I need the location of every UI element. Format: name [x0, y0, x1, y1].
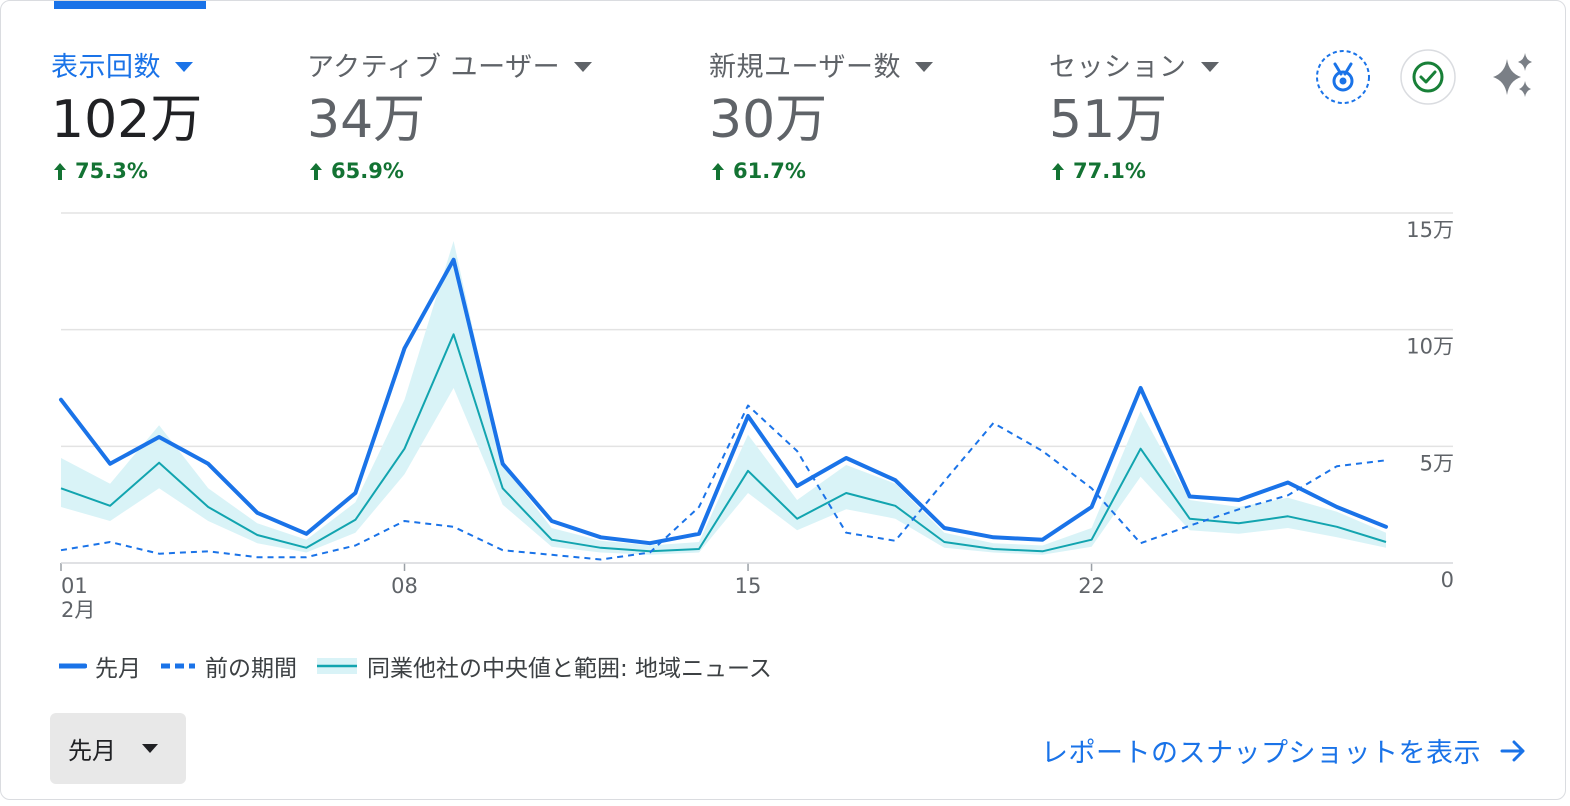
active-tab-indicator: [54, 1, 206, 9]
legend-label: 同業他社の中央値と範囲: 地域ニュース: [367, 656, 772, 682]
metric-label: アクティブ ユーザー: [307, 52, 561, 83]
y-tick-label: 15万: [1406, 218, 1454, 242]
arrow-up-icon: [712, 163, 724, 181]
arrow-up-icon: [310, 163, 322, 181]
report-snapshot-link[interactable]: レポートのスナップショットを表示: [1041, 731, 1527, 770]
legend-item-benchmark: 同業他社の中央値と範囲: 地域ニュース: [317, 649, 772, 683]
metric-selector[interactable]: 表示回数: [51, 45, 202, 84]
x-tick-label: 15: [735, 574, 762, 598]
metric-label: セッション: [1049, 52, 1187, 83]
metric-change-value: 77.1%: [1073, 159, 1146, 184]
benchmark-range-band: [61, 241, 1386, 555]
metric-label: 表示回数: [51, 52, 161, 83]
current-period-line: [59, 257, 1388, 546]
caret-down-icon: [574, 61, 593, 72]
legend-label: 前の期間: [205, 656, 297, 682]
x-tick-label: 22: [1078, 574, 1105, 598]
benchmark-median-line: [60, 333, 1387, 553]
metric-value: 30万: [709, 90, 828, 150]
arrow-up-icon: [1052, 163, 1064, 181]
metric-value: 51万: [1049, 90, 1168, 150]
metric-active-users[interactable]: アクティブ ユーザー 34万 65.9%: [307, 45, 593, 183]
metric-change-value: 61.7%: [733, 159, 806, 184]
band-line-icon: [317, 658, 357, 674]
x-tick-label: 01: [61, 574, 88, 598]
x-tick-sublabel: 2月: [61, 598, 95, 622]
metric-change: 75.3%: [51, 159, 202, 183]
metric-change: 61.7%: [709, 159, 933, 183]
period-select-label: 先月: [68, 737, 116, 765]
period-select[interactable]: 先月: [50, 713, 186, 784]
metric-selector[interactable]: アクティブ ユーザー: [307, 45, 593, 84]
legend-item-previous: 前の期間: [161, 649, 297, 683]
metric-change-value: 65.9%: [331, 159, 404, 184]
arrow-right-icon: [1500, 740, 1525, 761]
metric-change: 65.9%: [307, 159, 592, 183]
y-tick-label: 5万: [1420, 451, 1454, 475]
check-circle-icon[interactable]: [1400, 49, 1456, 105]
caret-down-icon: [175, 61, 193, 72]
caret-down-icon: [142, 744, 158, 753]
legend-item-current: 先月: [59, 649, 141, 683]
x-tick-label: 08: [391, 574, 418, 598]
metric-selector[interactable]: セッション: [1049, 45, 1219, 84]
metric-new-users[interactable]: 新規ユーザー数 30万 61.7%: [709, 45, 933, 183]
metric-value: 102万: [51, 90, 203, 150]
chart-legend: 先月 前の期間 同業他社の中央値と範囲: 地域ニュース: [59, 649, 792, 683]
metric-change-value: 75.3%: [75, 159, 148, 184]
caret-down-icon: [914, 61, 933, 72]
caret-down-icon: [1200, 61, 1219, 72]
previous-period-line: [60, 404, 1387, 561]
metric-sessions[interactable]: セッション 51万 77.1%: [1049, 45, 1219, 183]
metric-label: 新規ユーザー数: [709, 52, 901, 83]
report-link-label: レポートのスナップショットを表示: [1041, 738, 1481, 769]
medal-badge-icon[interactable]: [1315, 49, 1371, 105]
dashed-line-icon: [161, 663, 195, 669]
legend-label: 先月: [95, 656, 141, 682]
metric-selector[interactable]: 新規ユーザー数: [709, 45, 933, 84]
metric-value: 34万: [307, 90, 426, 150]
metric-views[interactable]: 表示回数 102万 75.3%: [51, 45, 202, 183]
solid-line-icon: [59, 663, 87, 669]
sparkle-icon[interactable]: [1485, 49, 1541, 105]
y-tick-label: 10万: [1406, 335, 1454, 359]
metric-change: 77.1%: [1049, 159, 1219, 183]
arrow-up-icon: [54, 163, 66, 181]
y-tick-label: 0: [1441, 568, 1454, 592]
